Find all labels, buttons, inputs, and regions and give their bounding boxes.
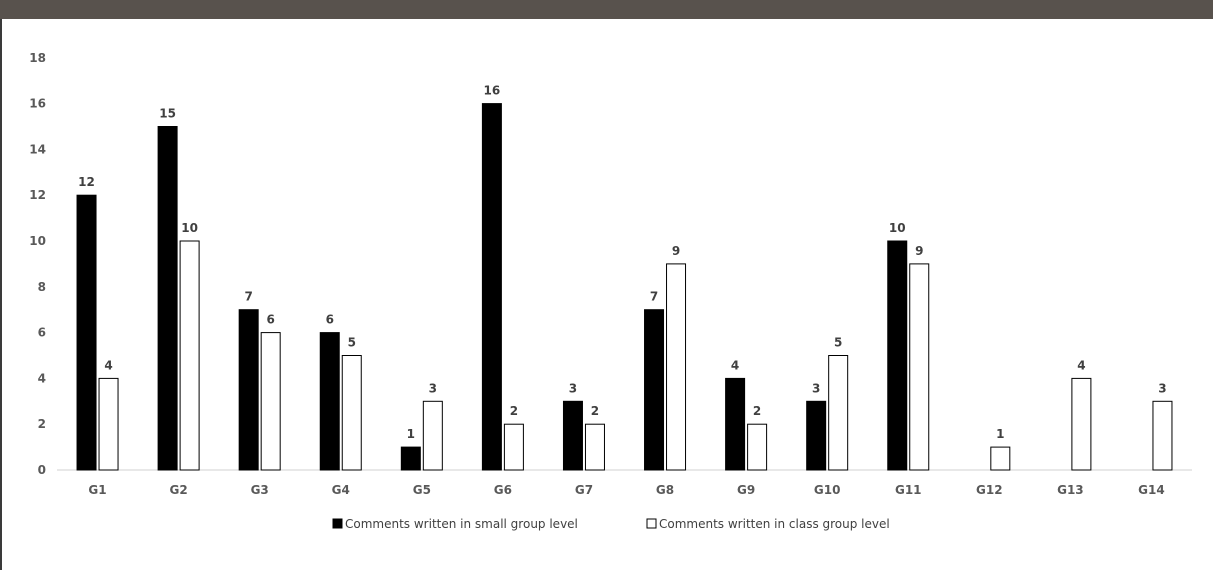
category-label-g2: G2: [170, 483, 188, 497]
data-label-g2-class-group: 10: [181, 221, 198, 235]
y-tick-label-12: 12: [29, 188, 46, 202]
y-tick-label-4: 4: [38, 371, 46, 385]
data-label-g7-small-group: 3: [569, 381, 577, 395]
data-label-g6-class-group: 2: [510, 404, 518, 418]
bar-g9-small-group: [725, 377, 746, 471]
y-axis-ticks: 0 2 4 6 8 10 12 14 16 18: [29, 51, 46, 477]
bar-g7-class-group: [584, 423, 605, 471]
legend-item-class-group: Comments written in class group level: [646, 517, 890, 531]
bar-g7-small-group: [562, 400, 583, 471]
bar-g5-class-group: [422, 400, 443, 471]
bar-g3-class-group: [260, 332, 281, 471]
bar-g8-small-group: [644, 309, 665, 471]
category-label-g8: G8: [656, 483, 674, 497]
data-label-g11-class-group: 9: [915, 244, 923, 258]
legend-label-small-group: Comments written in small group level: [345, 517, 578, 531]
legend-swatch-small-group: [332, 518, 343, 529]
bar-g6-small-group: [481, 103, 502, 471]
data-label-g14-class-group: 3: [1158, 381, 1166, 395]
data-label-g10-small-group: 3: [812, 381, 820, 395]
data-label-g3-class-group: 6: [266, 313, 274, 327]
data-label-g13-class-group: 4: [1077, 358, 1085, 372]
category-labels: G1 G2 G3 G4 G5 G6 G7 G8 G9 G10 G11 G12 G13 G14: [88, 483, 1164, 497]
data-label-g9-class-group: 2: [753, 404, 761, 418]
bar-g11-class-group: [909, 263, 930, 471]
bar-g12-class-group: [990, 446, 1011, 471]
data-label-g1-small-group: 12: [78, 175, 95, 189]
y-tick-label-2: 2: [38, 417, 46, 431]
legend: Comments written in small group level Co…: [332, 517, 890, 531]
bars: [76, 103, 1173, 471]
data-label-g5-small-group: 1: [407, 427, 415, 441]
data-label-g1-class-group: 4: [104, 358, 112, 372]
bar-g13-class-group: [1071, 377, 1092, 471]
legend-item-small-group: Comments written in small group level: [332, 517, 578, 531]
category-label-g13: G13: [1057, 483, 1084, 497]
chart-frame: 0 2 4 6 8 10 12 14 16 18 12 4 15 10 7 6 6 5 1 3 16 2 3 2 7 9 4 2 3 5…: [0, 19, 1213, 570]
category-label-g3: G3: [251, 483, 269, 497]
bar-g1-small-group: [76, 194, 97, 471]
data-label-g11-small-group: 10: [889, 221, 906, 235]
legend-label-class-group: Comments written in class group level: [659, 517, 890, 531]
bar-g2-class-group: [179, 240, 200, 471]
bar-g11-small-group: [887, 240, 908, 471]
category-label-g7: G7: [575, 483, 593, 497]
y-tick-label-18: 18: [29, 51, 46, 65]
bar-g9-class-group: [747, 423, 768, 471]
category-label-g14: G14: [1138, 483, 1165, 497]
bar-g4-small-group: [319, 332, 340, 471]
data-label-g3-small-group: 7: [244, 290, 252, 304]
category-label-g6: G6: [494, 483, 512, 497]
category-label-g5: G5: [413, 483, 431, 497]
bar-g3-small-group: [238, 309, 259, 471]
data-label-g6-small-group: 16: [484, 84, 501, 98]
data-label-g4-small-group: 6: [326, 313, 334, 327]
bar-g6-class-group: [503, 423, 524, 471]
y-tick-label-14: 14: [29, 142, 46, 156]
y-tick-label-16: 16: [29, 97, 46, 111]
bar-g14-class-group: [1152, 400, 1173, 471]
bar-g2-small-group: [157, 126, 178, 471]
bar-g1-class-group: [98, 377, 119, 471]
category-label-g4: G4: [332, 483, 350, 497]
bar-g10-class-group: [828, 355, 849, 471]
legend-swatch-class-group: [646, 518, 657, 529]
header-band: [0, 0, 1213, 19]
bar-g10-small-group: [806, 400, 827, 471]
data-label-g4-class-group: 5: [348, 336, 356, 350]
data-label-g12-class-group: 1: [996, 427, 1004, 441]
data-label-g10-class-group: 5: [834, 336, 842, 350]
category-label-g11: G11: [895, 483, 922, 497]
category-label-g9: G9: [737, 483, 755, 497]
bar-g5-small-group: [400, 446, 421, 471]
category-label-g1: G1: [88, 483, 106, 497]
data-label-g7-class-group: 2: [591, 404, 599, 418]
bar-g4-class-group: [341, 355, 362, 471]
y-tick-label-10: 10: [29, 234, 46, 248]
bar-g8-class-group: [666, 263, 687, 471]
category-label-g10: G10: [814, 483, 841, 497]
category-label-g12: G12: [976, 483, 1003, 497]
data-label-g8-class-group: 9: [672, 244, 680, 258]
data-label-g8-small-group: 7: [650, 290, 658, 304]
data-label-g9-small-group: 4: [731, 358, 739, 372]
data-label-g5-class-group: 3: [429, 381, 437, 395]
y-tick-label-0: 0: [38, 463, 46, 477]
y-tick-label-6: 6: [38, 326, 46, 340]
y-tick-label-8: 8: [38, 280, 46, 294]
data-label-g2-small-group: 15: [159, 107, 176, 121]
